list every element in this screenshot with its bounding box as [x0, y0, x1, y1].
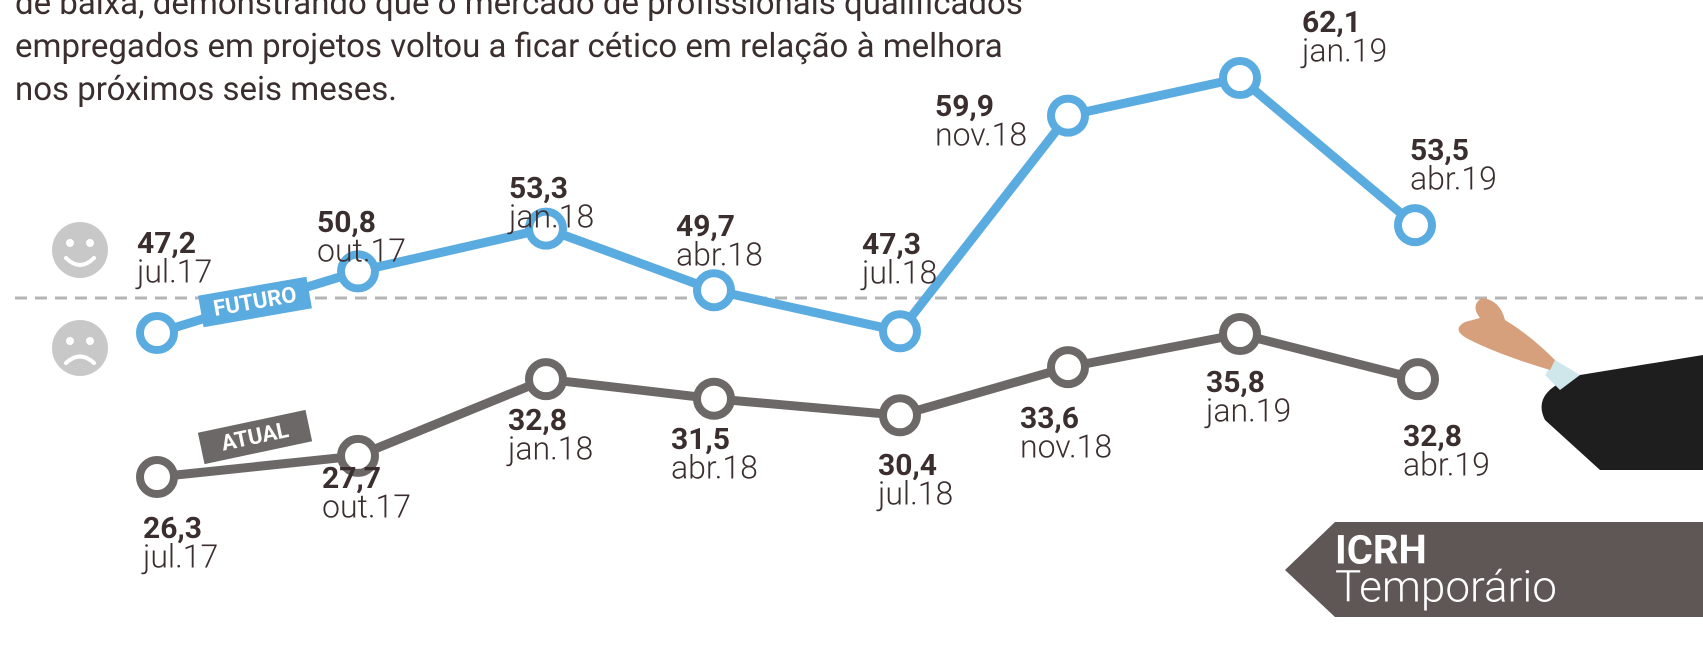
- intro-text: empregados em projetos voltou a ficar cé…: [15, 27, 1003, 66]
- point: [1223, 317, 1257, 351]
- category-label: abr.19: [1410, 159, 1497, 197]
- category-label: abr.19: [1403, 445, 1490, 483]
- category-label: jan.18: [506, 429, 593, 467]
- page: {"chart_data": { "type": "line", "text_l…: [0, 0, 1703, 670]
- intro-text: nos próximos seis meses.: [15, 70, 397, 109]
- point: [697, 382, 731, 416]
- category-label: nov.18: [935, 115, 1027, 153]
- category-label: jul.17: [141, 537, 218, 575]
- point: [1223, 61, 1257, 95]
- point: [1401, 362, 1435, 396]
- category-label: jul.17: [135, 252, 212, 290]
- point: [1051, 350, 1085, 384]
- series-tag: ATUAL: [198, 410, 312, 464]
- series-tag: FUTURO: [198, 277, 312, 328]
- intro-text: de baixa, demonstrando que o mercado de …: [15, 0, 1023, 23]
- category-label: abr.18: [671, 448, 758, 486]
- badge: ICRH Temporário: [1285, 522, 1703, 617]
- category-label: jan.19: [1300, 31, 1387, 69]
- chart: ICRH Temporário de baixa, demonstrando q…: [0, 0, 1703, 670]
- category-label: jan.18: [507, 197, 594, 235]
- badge-subtitle: Temporário: [1335, 561, 1557, 613]
- happy-face: [52, 222, 108, 278]
- category-label: jul.18: [860, 253, 937, 291]
- category-label: out.17: [317, 231, 406, 269]
- category-label: nov.18: [1020, 427, 1112, 465]
- category-label: jan.19: [1204, 391, 1291, 429]
- point: [1051, 99, 1085, 133]
- category-label: jul.18: [876, 474, 953, 512]
- category-label: abr.18: [676, 235, 763, 273]
- category-label: out.17: [322, 487, 411, 525]
- hand-illustration: [1459, 298, 1703, 470]
- point: [883, 398, 917, 432]
- point: [529, 362, 563, 396]
- point: [697, 273, 731, 307]
- point: [1398, 208, 1432, 242]
- point: [140, 460, 174, 494]
- point: [140, 316, 174, 350]
- point: [883, 314, 917, 348]
- sad-face: [52, 320, 108, 376]
